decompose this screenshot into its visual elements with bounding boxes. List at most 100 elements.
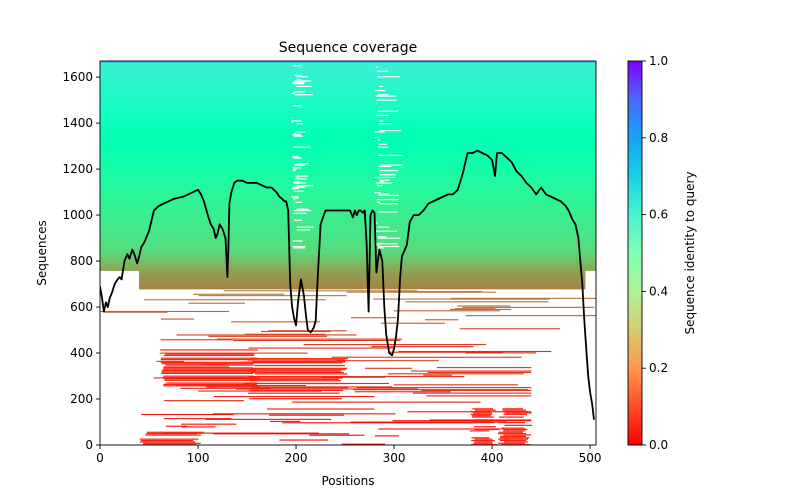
x-tick-label: 400 — [481, 451, 504, 465]
heatmap-row — [163, 366, 230, 368]
heatmap-row — [364, 367, 412, 369]
heatmap-row — [503, 428, 528, 431]
heatmap-gap — [292, 65, 302, 67]
heatmap-row — [248, 347, 394, 349]
heatmap-row — [245, 333, 326, 335]
heatmap-gap — [379, 85, 383, 88]
heatmap-row — [251, 377, 343, 379]
heatmap-gap — [374, 131, 385, 133]
heatmap-gap — [293, 190, 305, 192]
heatmap-row — [165, 353, 255, 355]
heatmap-row — [378, 428, 504, 430]
heatmap-gap — [296, 163, 309, 165]
heatmap-row — [503, 434, 532, 436]
heatmap-row — [254, 364, 346, 367]
heatmap-band-mid-identity-block — [100, 249, 596, 271]
coverage-heatmap — [100, 61, 596, 445]
y-tick-label: 600 — [70, 300, 93, 314]
heatmap-gap — [377, 247, 384, 249]
heatmap-row — [139, 270, 586, 272]
heatmap-row — [231, 321, 320, 323]
heatmap-row — [503, 441, 528, 443]
heatmap-row — [497, 433, 527, 435]
heatmap-row — [266, 408, 375, 410]
heatmap-row — [450, 297, 596, 299]
heatmap-row — [454, 308, 496, 310]
heatmap-row — [500, 435, 526, 438]
heatmap-gap — [374, 243, 398, 245]
heatmap-gap — [292, 134, 302, 136]
heatmap-row — [164, 400, 245, 402]
heatmap-gap — [377, 226, 389, 228]
heatmap-gap — [293, 146, 311, 148]
heatmap-gap — [293, 197, 299, 199]
heatmap-gap — [292, 83, 304, 85]
heatmap-row — [188, 302, 245, 304]
heatmap-row — [502, 410, 528, 413]
heatmap-row — [436, 367, 532, 369]
heatmap-gap — [292, 81, 305, 83]
heatmap-row — [252, 360, 346, 363]
heatmap-row — [421, 389, 532, 391]
colorbar-gradient — [627, 60, 643, 446]
heatmap-row — [142, 444, 196, 445]
heatmap-gap — [291, 117, 292, 119]
heatmap-gap — [291, 187, 300, 190]
heatmap-gap — [291, 92, 296, 94]
x-tick-label: 0 — [96, 451, 104, 465]
heatmap-row — [176, 334, 357, 336]
heatmap-gap — [375, 182, 393, 184]
heatmap-gap — [374, 176, 396, 179]
plot-frame — [99, 60, 597, 446]
heatmap-row — [309, 434, 365, 436]
heatmap-row — [393, 384, 518, 386]
heatmap-top-row — [100, 61, 596, 63]
heatmap-row — [156, 360, 184, 362]
heatmap-gap — [378, 245, 400, 248]
heatmap-row — [470, 444, 498, 445]
heatmap-gap — [374, 192, 381, 194]
heatmap-row — [161, 371, 257, 373]
heatmap-row — [198, 390, 322, 392]
heatmap-row — [471, 416, 494, 418]
heatmap-row — [504, 424, 533, 426]
heatmap-row — [394, 310, 501, 312]
heatmap-row — [139, 441, 196, 443]
heatmap-row — [498, 416, 524, 418]
colorbar: 0.0 0.2 0.4 0.6 0.8 1.0 Sequence identity to … — [627, 54, 697, 452]
heatmap-row — [426, 395, 532, 397]
heatmap-gap — [291, 121, 293, 123]
heatmap-row — [474, 419, 493, 421]
heatmap-row — [350, 421, 507, 423]
heatmap-row — [235, 388, 418, 390]
heatmap-row — [501, 444, 531, 445]
colorbar-tick-label: 0.6 — [649, 208, 668, 222]
heatmap-gap — [294, 74, 302, 76]
heatmap-row — [162, 376, 257, 379]
heatmap-gap — [293, 247, 306, 249]
colorbar-label: Sequence identity to query — [683, 171, 697, 334]
colorbar-tick-label: 0.2 — [649, 361, 668, 375]
heatmap-row — [160, 349, 258, 351]
heatmap-row — [372, 298, 551, 300]
heatmap-row — [473, 442, 493, 444]
y-axis: 0 200 400 600 800 1000 1200 1400 1600 — [62, 70, 100, 452]
heatmap-gap — [293, 198, 295, 201]
heatmap-row — [502, 430, 526, 432]
heatmap-row — [160, 357, 258, 359]
heatmap-row — [371, 346, 474, 348]
heatmap-gap — [376, 185, 383, 187]
heatmap-gap — [379, 179, 390, 181]
heatmap-row — [159, 352, 308, 354]
heatmap-row — [470, 413, 493, 415]
heatmap-row — [250, 371, 344, 374]
y-tick-label: 1400 — [62, 116, 93, 130]
heatmap-gap — [376, 198, 399, 201]
heatmap-row — [181, 426, 216, 428]
heatmap-row — [205, 386, 393, 388]
coverage-line — [100, 149, 595, 420]
heatmap-row — [163, 354, 255, 357]
heatmap-row — [146, 431, 204, 433]
heatmap-gap — [375, 244, 380, 246]
heatmap-gap — [296, 85, 312, 88]
